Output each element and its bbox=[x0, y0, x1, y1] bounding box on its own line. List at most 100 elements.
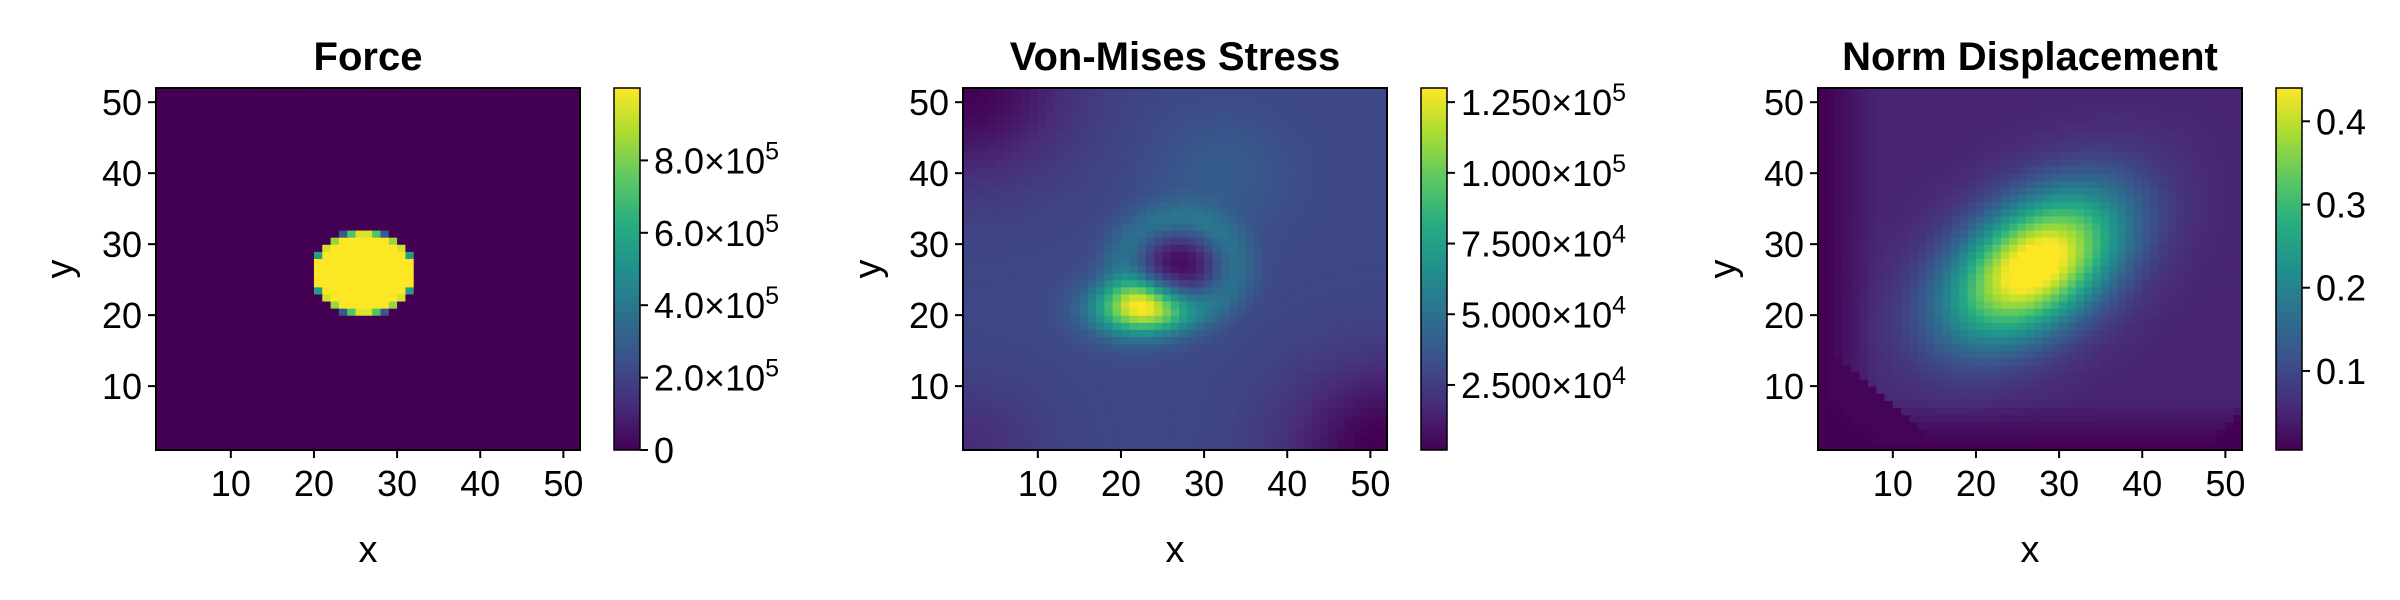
heatmap-cell bbox=[330, 421, 340, 430]
heatmap-cell bbox=[1162, 201, 1172, 210]
heatmap-cell bbox=[563, 400, 573, 409]
heatmap-cell bbox=[1270, 293, 1280, 302]
heatmap-cell bbox=[397, 272, 407, 281]
heatmap-cell bbox=[1062, 300, 1072, 309]
heatmap-cell bbox=[1212, 428, 1222, 437]
heatmap-cell bbox=[530, 315, 540, 323]
heatmap-cell bbox=[313, 215, 323, 224]
heatmap-cell bbox=[280, 258, 290, 267]
heatmap-cell bbox=[363, 442, 373, 451]
heatmap-cell bbox=[463, 222, 473, 231]
heatmap-cell bbox=[372, 109, 382, 117]
heatmap-cell bbox=[172, 251, 182, 259]
heatmap-cell bbox=[563, 215, 573, 224]
heatmap-cell bbox=[1170, 265, 1180, 274]
heatmap-cell bbox=[1112, 215, 1122, 224]
heatmap-cell bbox=[513, 293, 523, 302]
heatmap-cell bbox=[1362, 130, 1371, 139]
heatmap-cell bbox=[538, 116, 548, 125]
heatmap-cell bbox=[164, 414, 174, 423]
heatmap-cell bbox=[480, 237, 490, 245]
heatmap-cell bbox=[555, 229, 564, 238]
heatmap-cell bbox=[1021, 393, 1031, 401]
heatmap-cell bbox=[971, 237, 981, 245]
heatmap-cell bbox=[189, 102, 199, 110]
heatmap-cell bbox=[1237, 180, 1247, 188]
heatmap-cell bbox=[496, 116, 506, 125]
heatmap-cell bbox=[1337, 180, 1347, 188]
heatmap-cell bbox=[1071, 414, 1080, 423]
heatmap-cell bbox=[1137, 229, 1147, 238]
heatmap-cell bbox=[313, 414, 323, 423]
heatmap-cell bbox=[1295, 137, 1305, 146]
heatmap-cell bbox=[1204, 130, 1214, 139]
heatmap-cell bbox=[1029, 414, 1039, 423]
heatmap-cell bbox=[1337, 144, 1347, 153]
heatmap-cell bbox=[239, 428, 249, 437]
heatmap-cell bbox=[397, 166, 407, 174]
heatmap-cell bbox=[388, 151, 398, 160]
heatmap-cell bbox=[463, 130, 473, 139]
heatmap-cell bbox=[388, 130, 398, 139]
heatmap-cell bbox=[1278, 435, 1288, 444]
heatmap-cell bbox=[305, 300, 315, 309]
heatmap-cell bbox=[505, 336, 515, 345]
heatmap-cell bbox=[1012, 279, 1022, 288]
heatmap-cell bbox=[1195, 400, 1205, 409]
heatmap-cell bbox=[538, 166, 548, 174]
heatmap-cell bbox=[347, 286, 357, 295]
heatmap-cell bbox=[1187, 371, 1197, 380]
heatmap-cell bbox=[180, 251, 190, 259]
heatmap-cell bbox=[1312, 194, 1322, 203]
heatmap-cell bbox=[164, 322, 174, 330]
heatmap-cell bbox=[546, 88, 556, 96]
heatmap-cell bbox=[446, 265, 456, 274]
heatmap-cell bbox=[355, 329, 365, 338]
heatmap-cell bbox=[214, 414, 224, 423]
heatmap-cell bbox=[322, 357, 332, 366]
heatmap-cell bbox=[322, 144, 332, 153]
heatmap-cell bbox=[413, 379, 423, 387]
heatmap-cell bbox=[987, 357, 997, 366]
heatmap-cell bbox=[571, 229, 581, 238]
heatmap-cell bbox=[1037, 166, 1047, 174]
heatmap-cell bbox=[1112, 173, 1122, 181]
heatmap-cell bbox=[455, 272, 465, 281]
heatmap-cell bbox=[996, 130, 1006, 139]
heatmap-cell bbox=[438, 187, 448, 196]
heatmap-cell bbox=[247, 315, 257, 323]
heatmap-cell bbox=[1204, 428, 1214, 437]
heatmap-cell bbox=[222, 428, 232, 437]
heatmap-cell bbox=[555, 350, 564, 359]
heatmap-cell bbox=[963, 130, 972, 139]
heatmap-cell bbox=[230, 173, 240, 181]
heatmap-cell bbox=[1187, 421, 1197, 430]
heatmap-cell bbox=[380, 435, 390, 444]
heatmap-cell bbox=[1029, 315, 1039, 323]
heatmap-cell bbox=[1220, 322, 1230, 330]
heatmap-cell bbox=[1120, 308, 1130, 316]
heatmap-cell bbox=[172, 379, 182, 387]
heatmap-cell bbox=[305, 407, 315, 416]
heatmap-cell bbox=[1295, 222, 1305, 231]
heatmap-cell bbox=[322, 215, 332, 224]
heatmap-cell bbox=[496, 237, 506, 245]
heatmap-cell bbox=[1029, 166, 1039, 174]
heatmap-cell bbox=[230, 229, 240, 238]
heatmap-cell bbox=[1087, 386, 1097, 394]
heatmap-cell bbox=[305, 322, 315, 330]
heatmap-cell bbox=[480, 208, 490, 217]
heatmap-cell bbox=[388, 88, 398, 96]
heatmap-cell bbox=[1353, 173, 1363, 181]
heatmap-cell bbox=[180, 350, 190, 359]
heatmap-cell bbox=[1145, 343, 1155, 352]
heatmap-cell bbox=[1270, 166, 1280, 174]
heatmap-cell bbox=[1270, 144, 1280, 153]
heatmap-cell bbox=[388, 435, 398, 444]
heatmap-cell bbox=[1220, 293, 1230, 302]
heatmap-cell bbox=[1187, 315, 1197, 323]
heatmap-cell bbox=[1353, 272, 1363, 281]
heatmap-cell bbox=[197, 251, 207, 259]
heatmap-cell bbox=[530, 137, 540, 146]
heatmap-cell bbox=[488, 421, 498, 430]
